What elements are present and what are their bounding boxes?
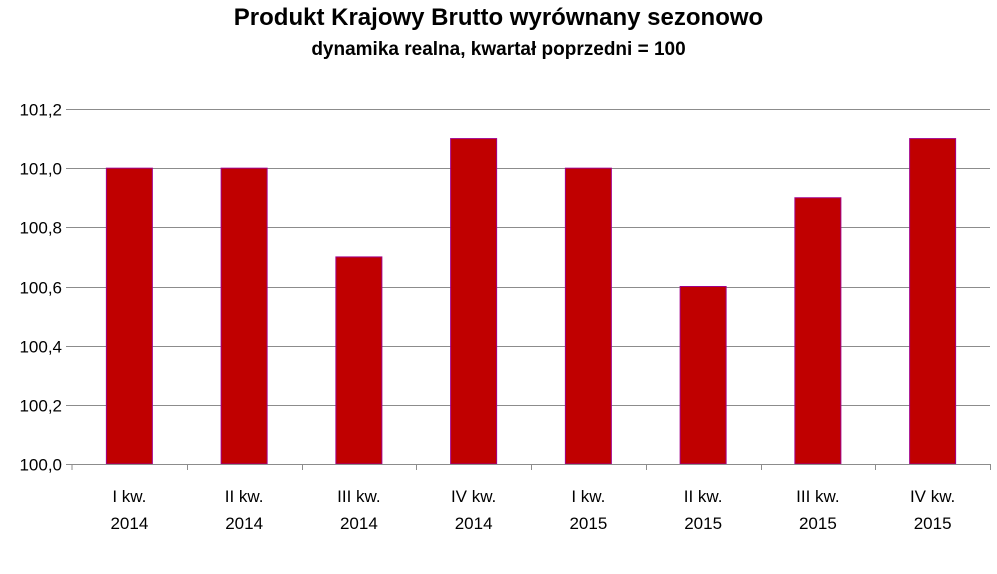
y-tick-label: 100,2 [19,397,62,416]
x-tick-label: II kw. [684,487,723,506]
y-tick-label: 101,0 [19,160,62,179]
bar [105,167,153,465]
x-tick-label: 2015 [914,514,952,533]
x-tick-label: 2014 [340,514,378,533]
y-tick-label: 100,0 [19,456,62,475]
bar [794,197,842,465]
x-tick-label: 2015 [684,514,722,533]
y-tick-label: 101,2 [19,101,62,120]
x-tick-label: 2014 [110,514,148,533]
x-axis-labels: I kw. 2014 II kw. 2014 III kw. 2014 IV kw. 2014… [71,464,991,533]
x-tick-label: I kw. [571,487,605,506]
x-tick-label: III kw. [337,487,380,506]
x-tick-label: 2015 [799,514,837,533]
y-tick-label: 100,6 [19,279,62,298]
y-tick-label: 100,4 [19,338,62,357]
y-axis-ticks: 100,0 100,2 100,4 100,6 100,8 101,0 101,2 [19,101,72,475]
chart-subtitle: dynamika realna, kwartał poprzedni = 100 [311,39,686,60]
x-tick-label: IV kw. [910,487,955,506]
bar [909,138,957,465]
y-tick-label: 100,8 [19,219,62,238]
bar [679,286,727,465]
x-tick-label: II kw. [225,487,264,506]
x-tick-label: IV kw. [451,487,496,506]
grid-lines [72,109,990,406]
x-tick-label: III kw. [796,487,839,506]
bar [220,167,268,465]
x-tick-label: 2014 [455,514,493,533]
x-tick-label: I kw. [112,487,146,506]
bar [564,167,612,465]
x-tick-label: 2014 [225,514,263,533]
x-tick-label: 2015 [569,514,607,533]
bar [335,256,383,465]
chart-title: Produkt Krajowy Brutto wyrównany sezonow… [233,4,764,31]
bar [450,138,498,465]
bars [105,138,957,465]
